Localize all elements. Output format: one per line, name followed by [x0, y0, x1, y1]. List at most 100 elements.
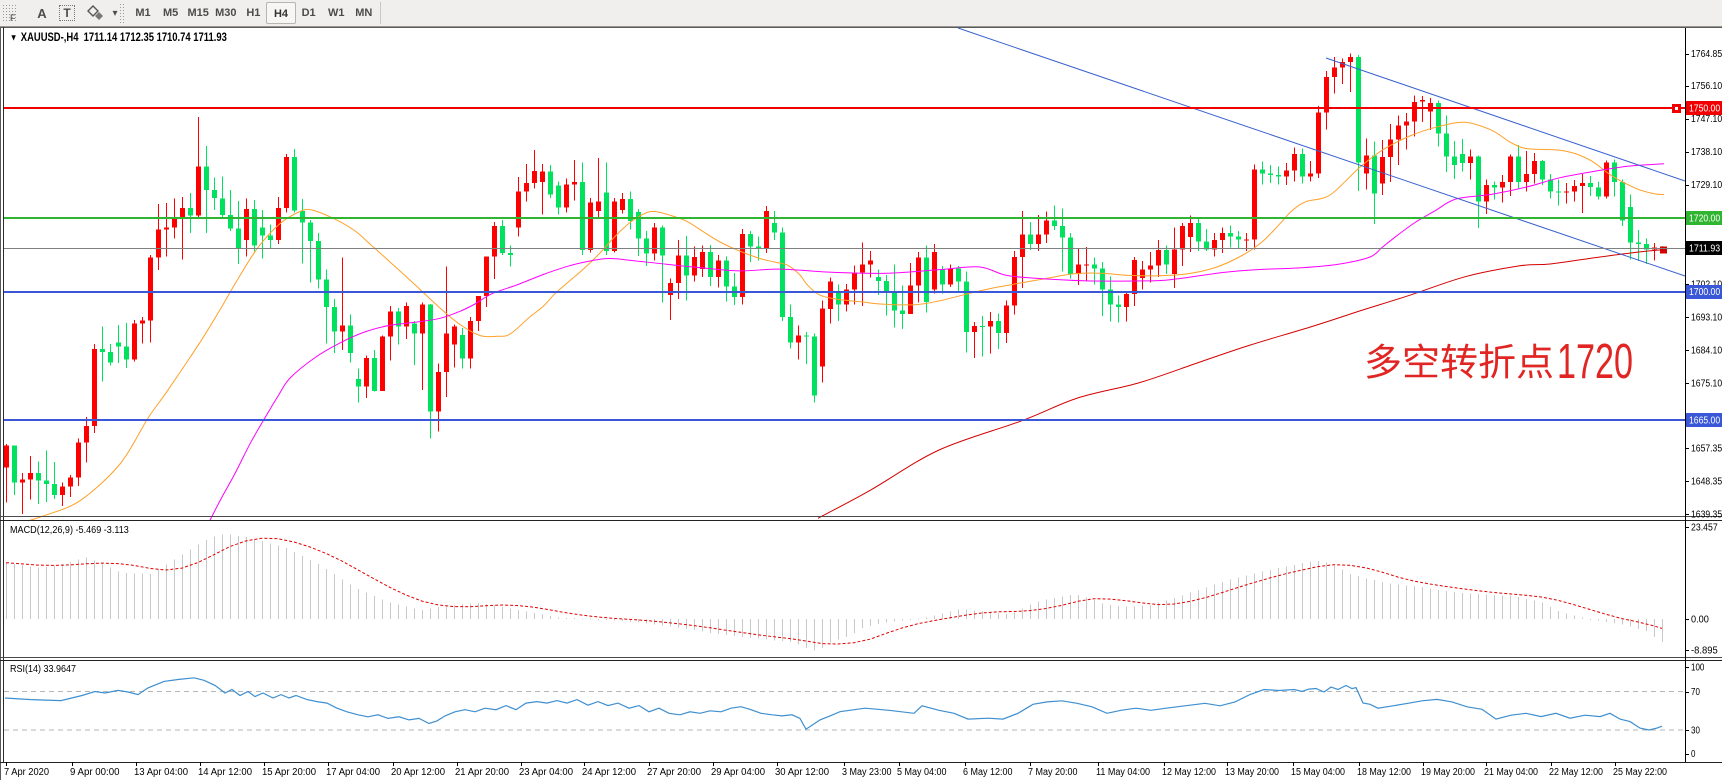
candle-body: [340, 325, 345, 332]
candle-body: [148, 257, 153, 321]
candle-body: [284, 156, 289, 208]
price-tick-label: 1657.35: [1691, 444, 1722, 455]
candle-body: [508, 253, 513, 256]
macd-histogram-bar: [1366, 578, 1367, 619]
text-label-icon[interactable]: A: [37, 5, 47, 21]
macd-histogram-bar: [686, 619, 687, 629]
text-box-icon[interactable]: T: [55, 2, 79, 24]
macd-histogram-bar: [262, 541, 263, 619]
candle-body: [452, 326, 457, 345]
dropdown-arrow-icon[interactable]: ▾: [112, 7, 118, 19]
candle-body: [292, 156, 297, 211]
price-tick-label: 1639.35: [1691, 510, 1722, 521]
ma-medium-line: [209, 163, 1665, 521]
candle-body: [1588, 183, 1593, 188]
time-tick-label: 20 Apr 12:00: [391, 767, 445, 778]
candle-wick: [142, 317, 143, 344]
macd-histogram-bar: [350, 584, 351, 619]
toolbar-drag-handle[interactable]: [2, 4, 16, 21]
macd-histogram-bar: [766, 619, 767, 640]
macd-histogram-bar: [1158, 602, 1159, 619]
annotation-text[interactable]: 1720: [1366, 334, 1633, 389]
macd-histogram-bar: [886, 619, 887, 623]
time-tick-mark: [1293, 762, 1294, 766]
candle-body: [476, 295, 481, 321]
candle-wick: [6, 443, 7, 503]
macd-histogram-bar: [158, 569, 159, 619]
candle-body: [924, 257, 929, 302]
hline-1700.00[interactable]: [4, 291, 1685, 293]
macd-histogram-bar: [1086, 597, 1087, 619]
candle-wick: [414, 320, 415, 365]
descending-channel-lower[interactable]: [1325, 57, 1686, 182]
rsi-axis-label: 100: [1691, 663, 1705, 674]
timeframe-button-m5[interactable]: M5: [162, 7, 179, 19]
time-tick-label: 24 Apr 12:00: [582, 767, 636, 778]
candle-body: [404, 306, 409, 327]
macd-histogram-bar: [1318, 560, 1319, 619]
macd-histogram-bar: [238, 535, 239, 619]
hline-1720.00[interactable]: [4, 217, 1685, 219]
candle-body: [876, 277, 881, 282]
hline-axis-label: 1750.00: [1689, 104, 1721, 115]
candle-body: [1444, 133, 1449, 157]
timeframe-button-d1[interactable]: D1: [301, 7, 316, 19]
candle-body: [540, 171, 545, 183]
candle-body: [644, 238, 649, 254]
macd-histogram-bar: [1078, 595, 1079, 619]
price-tick-label: 1648.35: [1691, 477, 1722, 488]
candle-body: [612, 201, 617, 252]
rsi-tick-mark: [1685, 692, 1689, 693]
candle-body: [1532, 161, 1537, 174]
candle-body: [268, 235, 273, 241]
candle-body: [140, 320, 145, 324]
candle-body: [1316, 112, 1321, 174]
macd-histogram-bar: [1150, 604, 1151, 619]
time-tick-label: 23 Apr 04:00: [519, 767, 573, 778]
chart-canvas[interactable]: 1764.85 1756.10 1747.10 1738.10 1729.10 1702.…: [0, 27, 1722, 780]
time-tick-mark: [393, 762, 394, 766]
time-tick-mark: [72, 762, 73, 766]
time-tick-mark: [1030, 762, 1031, 766]
macd-histogram-bar: [382, 599, 383, 619]
candle-wick: [310, 219, 311, 283]
candle-wick: [798, 325, 799, 360]
candle-body: [44, 480, 49, 485]
macd-histogram-bar: [1422, 587, 1423, 619]
macd-histogram-bar: [942, 613, 943, 619]
candle-body: [84, 426, 89, 443]
candle-wick: [1398, 115, 1399, 165]
candle-wick: [974, 322, 975, 358]
annotation-hanzi-2: [1441, 343, 1477, 379]
macd-histogram-bar: [1518, 597, 1519, 619]
timeframe-button-mn[interactable]: MN: [355, 7, 373, 19]
timeframe-button-h1[interactable]: H1: [246, 7, 261, 19]
timeframe-button-m30[interactable]: M30: [215, 7, 237, 19]
descending-channel-upper[interactable]: [957, 27, 1686, 277]
ma-slow-end-handle[interactable]: [1660, 246, 1667, 254]
candle-body: [1284, 170, 1289, 177]
candle-body: [764, 210, 769, 249]
candle-body: [1380, 156, 1385, 184]
time-tick-mark: [457, 762, 458, 766]
timeframe-button-m15[interactable]: M15: [187, 7, 209, 19]
shapes-icon[interactable]: [84, 2, 110, 24]
chart-menu-arrow-icon[interactable]: ▼: [9, 33, 18, 43]
timeframe-button-w1[interactable]: W1: [327, 7, 345, 19]
timeframe-button-h4[interactable]: H4: [266, 2, 296, 24]
macd-histogram-bar: [198, 544, 199, 619]
candle-body: [892, 291, 897, 311]
macd-histogram-bar: [502, 606, 503, 619]
time-tick-mark: [136, 762, 137, 766]
hline-1665.00[interactable]: [4, 419, 1685, 421]
hline-1750.00[interactable]: [4, 107, 1685, 109]
candle-body: [116, 342, 121, 347]
macd-histogram-bar: [246, 537, 247, 619]
toolbar: F A T ▾ M1 M5 M15 M30 H1 H4 D1 W1 MN: [0, 0, 1722, 27]
price-tick-label: 1684.10: [1691, 345, 1722, 356]
timeframe-button-m1[interactable]: M1: [135, 7, 151, 19]
price-tick-label: 1729.10: [1691, 180, 1722, 191]
macd-histogram-bar: [726, 619, 727, 635]
macd-histogram-bar: [1542, 602, 1543, 619]
